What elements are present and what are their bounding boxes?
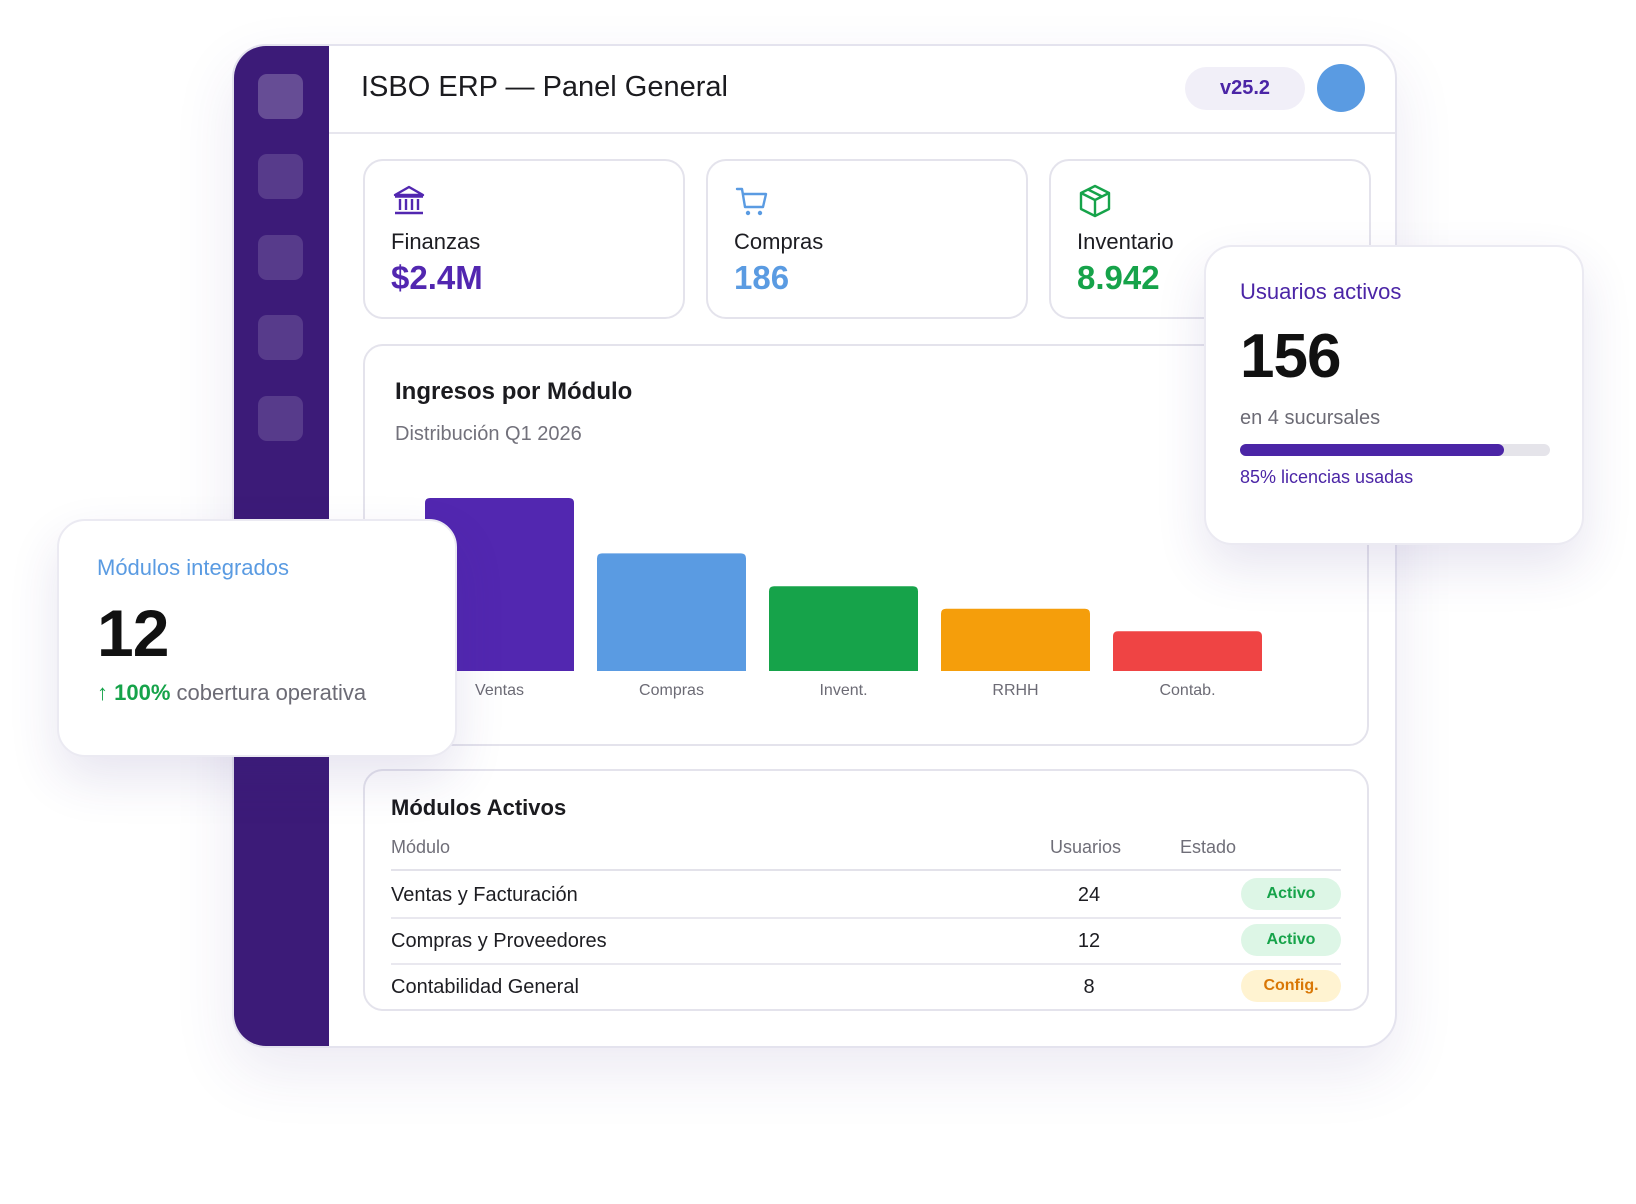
bar-chart: Ventas Compras Invent. RRHH Contab. [425,498,1262,699]
column-header-module: Módulo [391,837,451,857]
table-row[interactable]: Ventas y Facturación 24 Activo [391,871,1341,919]
cell-module: Contabilidad General [391,976,579,998]
cell-module: Ventas y Facturación [391,884,578,906]
kpi-card-finanzas[interactable]: Finanzas $2.4M [363,159,685,319]
license-progress-bar [1240,444,1550,456]
kpi-value: 186 [734,259,790,296]
trend-text: cobertura operativa [176,680,367,705]
bar-contab[interactable] [1113,631,1262,671]
users-card-sub: en 4 sucursales [1240,407,1381,429]
bar-compras[interactable] [597,553,746,671]
bank-icon [393,185,425,215]
status-badge: Config. [1241,970,1341,1002]
bar-invent[interactable] [769,586,918,671]
page-title: ISBO ERP — Panel General [361,71,728,103]
sidebar-item-3[interactable] [258,235,303,280]
table-title: Módulos Activos [391,795,567,820]
cell-users: 8 [1083,976,1095,998]
status-badge: Activo [1241,924,1341,956]
sidebar-item-2[interactable] [258,154,303,199]
chart-subtitle: Distribución Q1 2026 [395,423,582,445]
cell-users: 24 [1077,884,1101,906]
x-tick-label: Ventas [475,682,524,699]
sidebar-item-4[interactable] [258,315,303,360]
column-header-users: Usuarios [1050,837,1122,857]
license-progress-label: 85% licencias usadas [1240,467,1414,487]
kpi-value: $2.4M [391,259,483,296]
x-tick-label: RRHH [992,682,1038,699]
kpi-value: 8.942 [1077,259,1160,296]
cell-users: 12 [1077,930,1101,952]
users-card-label: Usuarios activos [1240,279,1402,304]
trend-up-value: ↑ 100% [97,680,171,705]
avatar[interactable] [1317,64,1365,112]
modules-card-value: 12 [97,596,169,670]
users-card-value: 156 [1240,322,1341,391]
header: ISBO ERP — Panel General v25.2 [329,46,1395,134]
kpi-label: Compras [734,229,824,254]
modules-card-label: Módulos integrados [97,555,290,580]
chart-card: Ingresos por Módulo Distribución Q1 2026… [363,344,1369,746]
kpi-card-compras[interactable]: Compras 186 [706,159,1028,319]
box-icon [1079,184,1111,218]
kpi-label: Finanzas [391,229,481,254]
modules-integrated-card: Módulos integrados 12 ↑ 100% cobertura o… [57,519,457,757]
x-tick-label: Contab. [1159,682,1215,699]
kpi-label: Inventario [1077,229,1174,254]
sidebar-item-1[interactable] [258,74,303,119]
sidebar-item-5[interactable] [258,396,303,441]
modules-card-trend: ↑ 100% cobertura operativa [97,680,366,706]
cell-module: Compras y Proveedores [391,930,607,952]
x-tick-label: Compras [639,682,704,699]
bar-rrhh[interactable] [941,608,1090,671]
erp-window: ISBO ERP — Panel General v25.2 Finanzas … [232,44,1397,1048]
row-divider [391,963,1341,965]
chart-title: Ingresos por Módulo [395,378,633,405]
table-header-divider [391,869,1341,871]
active-users-card: Usuarios activos 156 en 4 sucursales 85%… [1204,245,1584,545]
table-row[interactable]: Compras y Proveedores 12 Activo [391,917,1341,965]
table-row[interactable]: Contabilidad General 8 Config. [391,963,1341,1009]
cart-icon [735,187,768,216]
column-header-status: Estado [1180,837,1237,857]
x-tick-label: Invent. [819,682,867,699]
status-badge: Activo [1241,878,1341,910]
license-progress-fill [1240,444,1504,456]
modules-table-card: Módulos Activos Módulo Usuarios Estado V… [363,769,1369,1011]
version-badge: v25.2 [1185,67,1305,110]
bar-ventas[interactable] [425,498,574,671]
row-divider [391,917,1341,919]
